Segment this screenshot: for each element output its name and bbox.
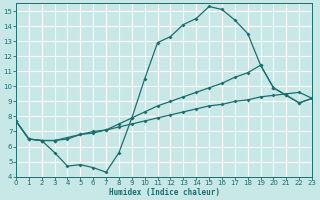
X-axis label: Humidex (Indice chaleur): Humidex (Indice chaleur) (108, 188, 220, 197)
